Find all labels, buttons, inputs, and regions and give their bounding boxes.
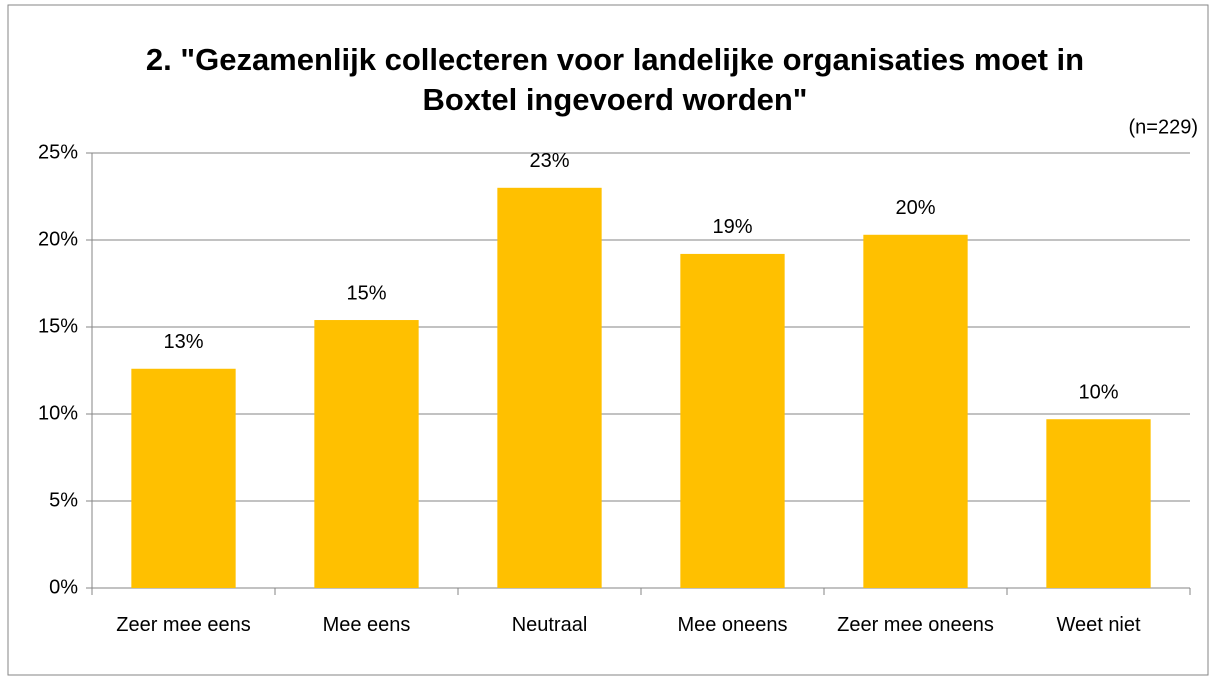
y-tick-label: 0% (49, 576, 78, 598)
value-label: 15% (346, 282, 386, 304)
x-tick-label: Neutraal (512, 614, 588, 636)
y-tick-label: 10% (38, 402, 78, 424)
bar (680, 253, 785, 589)
bar (863, 234, 968, 588)
y-tick-label: 5% (49, 489, 78, 511)
x-tick-label: Mee oneens (677, 614, 787, 636)
x-tick-label: Zeer mee oneens (837, 614, 994, 636)
value-label: 10% (1078, 382, 1118, 404)
x-tick-label: Weet niet (1056, 614, 1141, 636)
x-tick-label: Mee eens (323, 614, 411, 636)
value-label: 23% (529, 150, 569, 172)
bar (1046, 419, 1151, 588)
y-tick-label: 25% (38, 141, 78, 163)
bar (314, 320, 419, 588)
sample-size: (n=229) (1129, 116, 1199, 138)
value-label: 13% (163, 331, 203, 353)
y-tick-label: 15% (38, 315, 78, 337)
bar (497, 187, 602, 589)
chart-title: 2. "Gezamenlijk collecteren voor landeli… (146, 42, 1084, 117)
value-label: 19% (712, 216, 752, 238)
x-tick-label: Zeer mee eens (116, 614, 251, 636)
bar (131, 368, 236, 588)
y-tick-label: 20% (38, 228, 78, 250)
value-label: 20% (895, 197, 935, 219)
